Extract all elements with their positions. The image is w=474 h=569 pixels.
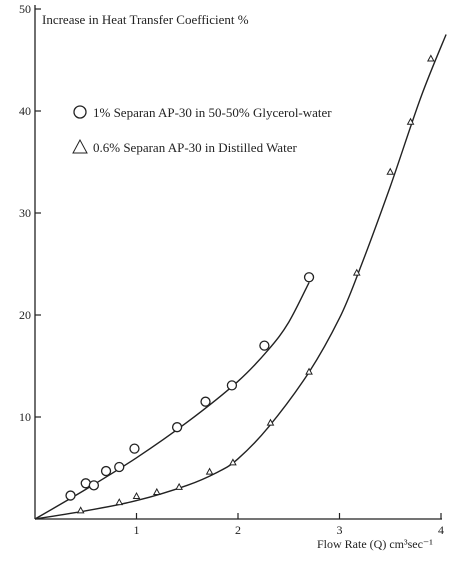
y-tick-label: 40	[19, 104, 31, 118]
data-point-triangle	[266, 418, 275, 426]
x-tick-label: 2	[235, 523, 241, 537]
data-point-circle	[200, 396, 211, 407]
data-point-triangle	[205, 467, 214, 475]
data-point-triangle	[76, 506, 85, 514]
data-point-circle	[88, 480, 100, 491]
legend-label-series-1: 1% Separan AP-30 in 50-50% Glycerol-wate…	[93, 105, 332, 120]
data-point-circle	[226, 380, 238, 391]
y-tick-label: 50	[19, 2, 31, 16]
fit-curve-series-1	[34, 282, 310, 520]
x-axis-label: Flow Rate (Q) cm³sec⁻¹	[317, 537, 433, 551]
x-tick-label: 3	[337, 523, 343, 537]
fit-curve-series-2	[34, 34, 447, 520]
legend-circle-icon	[73, 105, 87, 119]
data-point-triangle	[427, 54, 435, 62]
data-point-circle	[65, 490, 76, 501]
x-tick-label: 4	[438, 523, 444, 537]
chart-title: Increase in Heat Transfer Coefficient %	[42, 12, 249, 27]
data-points	[65, 54, 435, 514]
x-axis-ticks: 1 2 3 4	[134, 513, 444, 537]
data-point-circle	[100, 465, 112, 477]
legend: 1% Separan AP-30 in 50-50% Glycerol-wate…	[72, 105, 332, 155]
data-point-triangle	[305, 367, 313, 375]
data-point-triangle	[386, 167, 395, 175]
y-axis-ticks: 10 20 30 40 50	[19, 2, 41, 424]
data-point-triangle	[132, 492, 141, 500]
legend-triangle-icon	[72, 138, 88, 154]
data-point-triangle	[175, 482, 183, 490]
y-tick-label: 10	[19, 410, 31, 424]
y-tick-label: 20	[19, 308, 31, 322]
y-tick-label: 30	[19, 206, 31, 220]
data-point-triangle	[406, 117, 415, 125]
data-point-triangle	[352, 268, 361, 276]
data-point-circle	[129, 443, 140, 454]
data-point-circle	[303, 272, 315, 283]
data-point-circle	[114, 461, 125, 473]
legend-label-series-2: 0.6% Separan AP-30 in Distilled Water	[93, 140, 297, 155]
data-point-triangle	[115, 498, 124, 506]
data-point-triangle	[152, 487, 161, 495]
data-point-circle	[259, 340, 270, 351]
data-point-circle	[171, 422, 183, 433]
x-tick-label: 1	[134, 523, 140, 537]
data-point-triangle	[229, 458, 237, 466]
